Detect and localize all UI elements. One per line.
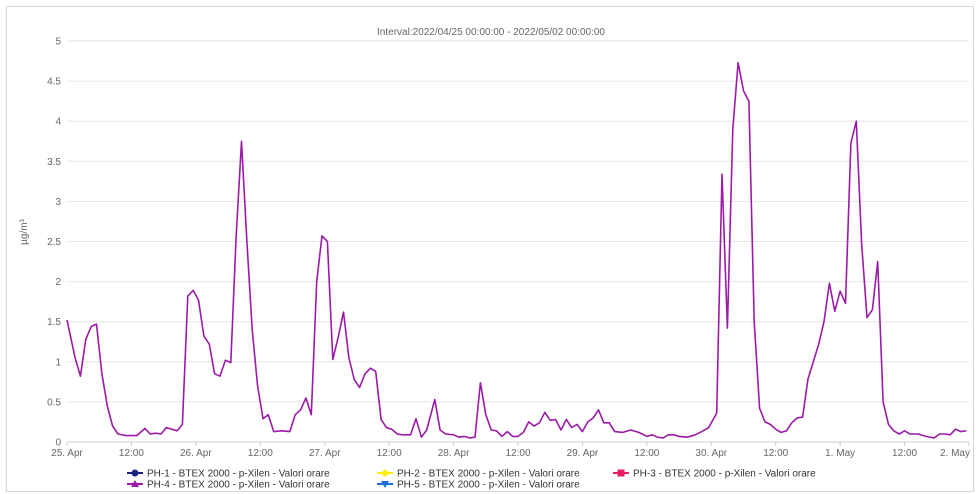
y-tick-label: 0 (55, 438, 61, 449)
x-tick-label: 27. Apr (309, 448, 341, 459)
y-tick-label: 2.5 (47, 237, 61, 248)
legend-marker (617, 469, 625, 477)
legend[interactable]: PH-1 - BTEX 2000 - p-Xilen - Valori orar… (127, 469, 816, 491)
line-chart: 0 0.5 1 1.5 2 2.5 3 3.5 4 4.5 5 25. Apr 12:00 26. Ap… (19, 27, 970, 491)
x-tick-label: 30. Apr (695, 448, 727, 459)
x-tick-label: 12:00 (634, 448, 659, 459)
chart-frame: 0 0.5 1 1.5 2 2.5 3 3.5 4 4.5 5 25. Apr 12:00 26. Ap… (6, 6, 974, 492)
legend-item-ph-4[interactable]: PH-4 - BTEX 2000 - p-Xilen - Valori orar… (127, 480, 330, 491)
chart-title: Interval:2022/04/25 00:00:00 - 2022/05/0… (377, 27, 605, 38)
gridlines (67, 40, 969, 403)
y-tick-label: 4.5 (47, 77, 61, 88)
x-tick-label: 12:00 (248, 448, 273, 459)
legend-item-ph-2[interactable]: PH-2 - BTEX 2000 - p-Xilen - Valori orar… (377, 469, 580, 480)
x-tick-label: 1. May (825, 448, 855, 459)
legend-item-ph-3[interactable]: PH-3 - BTEX 2000 - p-Xilen - Valori orar… (613, 469, 816, 480)
y-tick-label: 0.5 (47, 397, 61, 408)
legend-item-ph-5[interactable]: PH-5 - BTEX 2000 - p-Xilen - Valori orar… (377, 480, 580, 491)
x-axis-ticks: 25. Apr 12:00 26. Apr 12:00 27. Apr 12:00 28. … (51, 442, 970, 459)
series-line-ph-4 (66, 61, 967, 439)
y-tick-label: 2 (55, 277, 61, 288)
y-axis-ticks: 0 0.5 1 1.5 2 2.5 3 3.5 4 4.5 5 (47, 37, 61, 449)
legend-label: PH-5 - BTEX 2000 - p-Xilen - Valori orar… (397, 480, 580, 491)
x-tick-label: 12:00 (763, 448, 788, 459)
legend-marker (131, 480, 139, 487)
legend-marker (131, 469, 139, 477)
y-tick-label: 5 (55, 37, 61, 48)
y-tick-label: 4 (55, 117, 61, 128)
y-tick-label: 1.5 (47, 317, 61, 328)
legend-label: PH-4 - BTEX 2000 - p-Xilen - Valori orar… (147, 480, 330, 491)
x-tick-label: 29. Apr (567, 448, 599, 459)
x-tick-label: 12:00 (119, 448, 144, 459)
legend-label: PH-3 - BTEX 2000 - p-Xilen - Valori orar… (633, 469, 816, 480)
y-tick-label: 3 (55, 197, 61, 208)
series-layer (66, 61, 967, 439)
x-tick-label: 12:00 (505, 448, 530, 459)
x-tick-label: 28. Apr (438, 448, 470, 459)
x-tick-label: 12:00 (377, 448, 402, 459)
y-tick-label: 3.5 (47, 157, 61, 168)
legend-label: PH-1 - BTEX 2000 - p-Xilen - Valori orar… (147, 469, 330, 480)
legend-marker (381, 481, 389, 488)
legend-marker (381, 469, 389, 477)
x-tick-label: 12:00 (892, 448, 917, 459)
y-axis-label: µg/m³ (19, 218, 30, 244)
x-tick-label: 2. May (940, 448, 970, 459)
x-tick-label: 26. Apr (180, 448, 212, 459)
x-tick-label: 25. Apr (51, 448, 83, 459)
y-tick-label: 1 (55, 357, 61, 368)
legend-label: PH-2 - BTEX 2000 - p-Xilen - Valori orar… (397, 469, 580, 480)
legend-item-ph-1[interactable]: PH-1 - BTEX 2000 - p-Xilen - Valori orar… (127, 469, 330, 480)
